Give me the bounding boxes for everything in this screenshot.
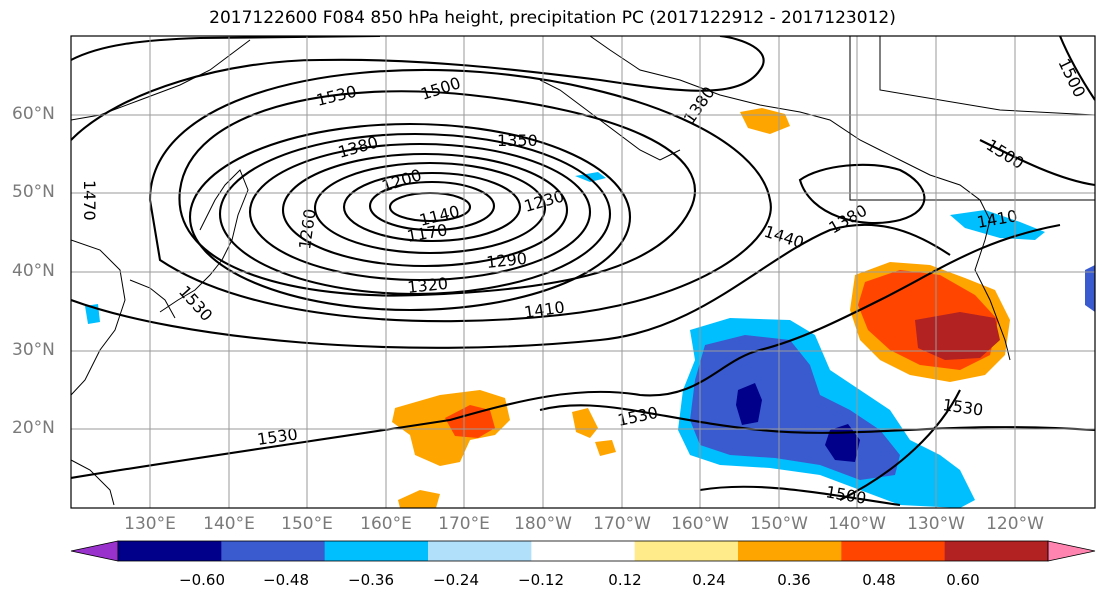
- colorbar-segment: [944, 541, 1049, 561]
- colorbar-tick-label: 0.60: [946, 571, 980, 589]
- lat-label-40n: 40°N: [12, 261, 55, 281]
- positive-precip-small-3: [398, 490, 440, 508]
- lon-label: 140°E: [203, 514, 255, 534]
- colorbar-outline: [117, 540, 1049, 562]
- lat-label-20n: 20°N: [12, 418, 55, 438]
- colorbar-tick-label: −0.12: [518, 571, 564, 589]
- colorbar: [70, 540, 1096, 562]
- lat-label-30n: 30°N: [12, 340, 55, 360]
- lon-label: 140°W: [828, 514, 886, 534]
- gridlines: [71, 36, 1095, 508]
- map-title: 2017122600 F084 850 hPa height, precipit…: [209, 8, 896, 28]
- colorbar-segment: [428, 541, 532, 561]
- colorbar-tick-label: 0.48: [862, 571, 896, 589]
- lon-label: 180°W: [514, 514, 572, 534]
- lon-label: 170°W: [593, 514, 651, 534]
- colorbar-tick-label: −0.24: [433, 571, 479, 589]
- colorbar-tick-label: −0.36: [348, 571, 394, 589]
- colorbar-tick-label: 0.12: [608, 571, 642, 589]
- lon-label: 160°E: [360, 514, 412, 534]
- colorbar-segment: [118, 541, 222, 561]
- colorbar-extend-high: [1047, 540, 1096, 562]
- negative-precip-max-1: [736, 383, 762, 425]
- lon-label: 170°E: [438, 514, 490, 534]
- colorbar-segment: [324, 541, 429, 561]
- lon-label: 120°W: [986, 514, 1044, 534]
- colorbar-tick-label: 0.24: [692, 571, 726, 589]
- contour-label: 1290: [485, 249, 527, 272]
- colorbar-tick-label: −0.48: [263, 571, 309, 589]
- lon-label: 150°W: [750, 514, 808, 534]
- lon-label: 130°E: [124, 514, 176, 534]
- colorbar-extend-low: [70, 540, 119, 562]
- negative-precip-east-edge: [1085, 265, 1095, 312]
- colorbar-segment: [738, 541, 842, 561]
- positive-precip-west-core: [445, 405, 495, 438]
- lon-label: 150°E: [281, 514, 333, 534]
- map-border: [70, 35, 1096, 509]
- contour-label: 1470: [80, 180, 99, 221]
- contour-label: 1320: [406, 274, 448, 297]
- lat-label-60n: 60°N: [12, 104, 55, 124]
- negative-precip-bering: [575, 172, 606, 182]
- colorbar-tick-label: 0.36: [777, 571, 811, 589]
- contour-label: 1350: [497, 131, 538, 150]
- height-contours: [71, 36, 1095, 507]
- positive-precip-small-2: [595, 440, 616, 456]
- lat-label-50n: 50°N: [12, 182, 55, 202]
- positive-precip-small-1: [572, 408, 598, 438]
- lon-label: 160°W: [671, 514, 729, 534]
- colorbar-segment: [221, 541, 326, 561]
- colorbar-tick-label: −0.60: [179, 571, 225, 589]
- precip-shading: [85, 108, 1095, 508]
- colorbar-segment: [841, 541, 946, 561]
- colorbar-segment: [634, 541, 739, 561]
- lon-label: 130°W: [907, 514, 965, 534]
- colorbar-segment: [531, 541, 636, 561]
- negative-precip-oregon: [950, 210, 1045, 240]
